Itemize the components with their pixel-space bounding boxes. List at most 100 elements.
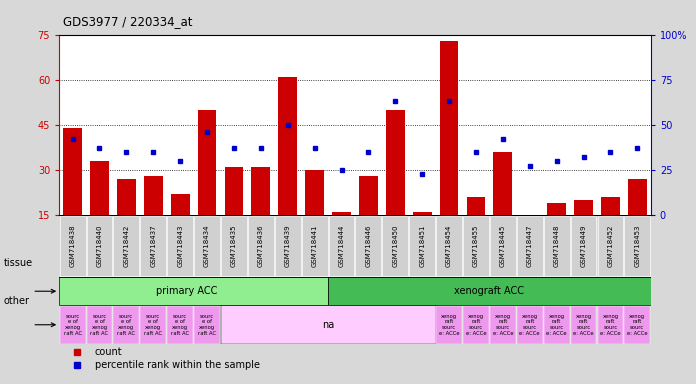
- Bar: [167, 306, 193, 344]
- Bar: [86, 216, 113, 276]
- Bar: [60, 216, 86, 276]
- Text: GSM718440: GSM718440: [97, 225, 102, 267]
- Text: GSM718454: GSM718454: [446, 225, 452, 267]
- Text: sourc
e of
xenog
raft AC: sourc e of xenog raft AC: [90, 314, 109, 336]
- Text: GSM718445: GSM718445: [500, 225, 506, 267]
- Text: GDS3977 / 220334_at: GDS3977 / 220334_at: [63, 15, 192, 28]
- Bar: [628, 179, 647, 215]
- Text: primary ACC: primary ACC: [156, 286, 218, 296]
- Bar: [463, 216, 489, 276]
- Text: xenog
raft
sourc
e: ACCe: xenog raft sourc e: ACCe: [600, 314, 621, 336]
- Bar: [141, 306, 166, 344]
- Bar: [466, 197, 485, 215]
- Bar: [463, 306, 489, 344]
- Text: GSM718447: GSM718447: [527, 225, 532, 267]
- Text: sourc
e of
xenog
raft AC: sourc e of xenog raft AC: [144, 314, 162, 336]
- Bar: [490, 216, 516, 276]
- Text: xenog
raft
sourc
e: ACCe: xenog raft sourc e: ACCe: [519, 314, 540, 336]
- Bar: [493, 152, 512, 215]
- Bar: [356, 216, 381, 276]
- Bar: [601, 197, 620, 215]
- Text: sourc
e of
xenog
raft AC: sourc e of xenog raft AC: [63, 314, 81, 336]
- Bar: [598, 216, 624, 276]
- Text: GSM718441: GSM718441: [312, 225, 317, 267]
- Bar: [517, 306, 543, 344]
- Bar: [624, 216, 650, 276]
- Text: GSM718450: GSM718450: [393, 225, 398, 267]
- Bar: [141, 216, 166, 276]
- Bar: [544, 216, 569, 276]
- Text: GSM718434: GSM718434: [204, 225, 210, 267]
- Text: GSM718439: GSM718439: [285, 225, 291, 267]
- Text: xenog
raft
sourc
e: ACCe: xenog raft sourc e: ACCe: [574, 314, 594, 336]
- Bar: [328, 277, 651, 305]
- Text: GSM718451: GSM718451: [419, 225, 425, 267]
- Text: percentile rank within the sample: percentile rank within the sample: [95, 361, 260, 371]
- Bar: [306, 170, 324, 215]
- Text: GSM718442: GSM718442: [123, 225, 129, 267]
- Bar: [194, 306, 220, 344]
- Bar: [329, 216, 354, 276]
- Bar: [544, 306, 569, 344]
- Bar: [382, 216, 409, 276]
- Bar: [221, 305, 436, 344]
- Bar: [60, 306, 86, 344]
- Bar: [332, 212, 351, 215]
- Text: sourc
e of
xenog
raft AC: sourc e of xenog raft AC: [198, 314, 216, 336]
- Bar: [413, 212, 432, 215]
- Text: GSM718449: GSM718449: [580, 225, 587, 267]
- Text: GSM718435: GSM718435: [231, 225, 237, 267]
- Bar: [490, 306, 516, 344]
- Text: xenog
raft
sourc
e: ACCe: xenog raft sourc e: ACCe: [466, 314, 487, 336]
- Bar: [113, 216, 139, 276]
- Text: GSM718437: GSM718437: [150, 225, 157, 267]
- Bar: [574, 200, 593, 215]
- Bar: [275, 216, 301, 276]
- Bar: [521, 215, 539, 218]
- Bar: [86, 306, 113, 344]
- Text: GSM718452: GSM718452: [608, 225, 613, 267]
- Bar: [221, 216, 247, 276]
- Text: sourc
e of
xenog
raft AC: sourc e of xenog raft AC: [118, 314, 136, 336]
- Text: GSM718446: GSM718446: [365, 225, 372, 267]
- Text: other: other: [3, 296, 29, 306]
- Bar: [194, 216, 220, 276]
- Text: count: count: [95, 347, 122, 357]
- Bar: [386, 110, 404, 215]
- Text: xenograft ACC: xenograft ACC: [454, 286, 524, 296]
- Text: GSM718436: GSM718436: [258, 225, 264, 267]
- Text: xenog
raft
sourc
e: ACCe: xenog raft sourc e: ACCe: [438, 314, 459, 336]
- Bar: [59, 277, 328, 305]
- Text: xenog
raft
sourc
e: ACCe: xenog raft sourc e: ACCe: [493, 314, 513, 336]
- Bar: [117, 179, 136, 215]
- Text: na: na: [322, 320, 334, 330]
- Bar: [278, 77, 297, 215]
- Bar: [547, 203, 566, 215]
- Bar: [198, 110, 216, 215]
- Bar: [90, 161, 109, 215]
- Bar: [624, 306, 650, 344]
- Text: tissue: tissue: [3, 258, 33, 268]
- Bar: [63, 128, 82, 215]
- Text: GSM718443: GSM718443: [177, 225, 183, 267]
- Bar: [517, 216, 543, 276]
- Text: GSM718438: GSM718438: [70, 225, 76, 267]
- Text: GSM718448: GSM718448: [553, 225, 560, 267]
- Bar: [251, 167, 270, 215]
- Bar: [167, 216, 193, 276]
- Bar: [598, 306, 624, 344]
- Bar: [302, 216, 328, 276]
- Bar: [113, 306, 139, 344]
- Text: xenog
raft
sourc
e: ACCe: xenog raft sourc e: ACCe: [627, 314, 647, 336]
- Text: GSM718444: GSM718444: [338, 225, 345, 267]
- Bar: [409, 216, 435, 276]
- Bar: [225, 167, 244, 215]
- Bar: [248, 216, 274, 276]
- Text: GSM718453: GSM718453: [634, 225, 640, 267]
- Bar: [440, 41, 459, 215]
- Text: xenog
raft
sourc
e: ACCe: xenog raft sourc e: ACCe: [546, 314, 567, 336]
- Bar: [171, 194, 189, 215]
- Text: GSM718455: GSM718455: [473, 225, 479, 267]
- Bar: [436, 306, 462, 344]
- Text: sourc
e of
xenog
raft AC: sourc e of xenog raft AC: [171, 314, 189, 336]
